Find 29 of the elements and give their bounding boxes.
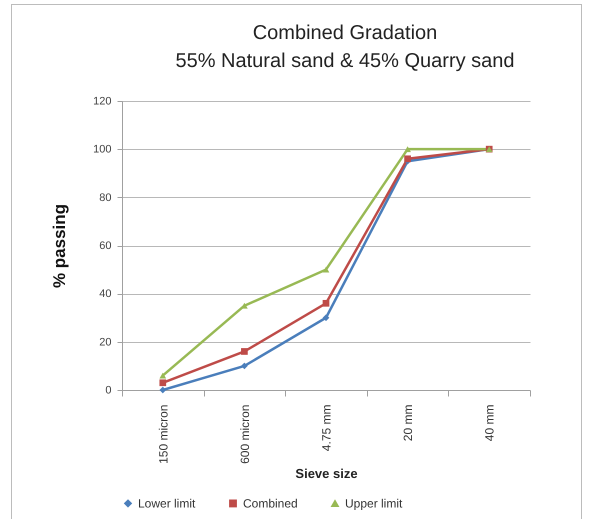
y-tick-label: 100 — [93, 144, 112, 156]
point — [322, 300, 330, 307]
point — [241, 362, 248, 370]
point — [241, 348, 248, 355]
point — [322, 266, 330, 272]
x-tick-label: 40 mm — [482, 404, 497, 442]
point — [404, 146, 411, 152]
x-tick-label: 600 micron — [238, 404, 252, 464]
point — [159, 372, 166, 378]
point — [322, 314, 330, 322]
point — [159, 386, 166, 394]
x-tick-label: 4.75 mm — [320, 404, 334, 452]
y-tick-label: 40 — [99, 288, 112, 300]
text: Combined Gradation — [252, 22, 438, 44]
legend-label: Combined — [243, 496, 298, 510]
y-tick-label: 120 — [93, 96, 112, 108]
y-tick-label: 60 — [99, 240, 112, 252]
y-tick-label: 80 — [99, 192, 112, 204]
x-axis-title: Sieve size — [295, 466, 358, 481]
y-tick-label: 20 — [99, 336, 112, 348]
y-axis-title: % passing — [50, 204, 70, 288]
point — [159, 379, 166, 386]
legend-label: Lower limit — [138, 496, 196, 510]
text: 55% Natural sand & 45% Quarry sand — [175, 50, 515, 72]
legend-label: Upper limit — [345, 496, 404, 510]
x-tick-label: 150 micron — [156, 404, 170, 464]
point — [404, 155, 411, 162]
x-tick-label: 20 mm — [401, 404, 416, 442]
y-tick-label: 0 — [105, 384, 112, 396]
